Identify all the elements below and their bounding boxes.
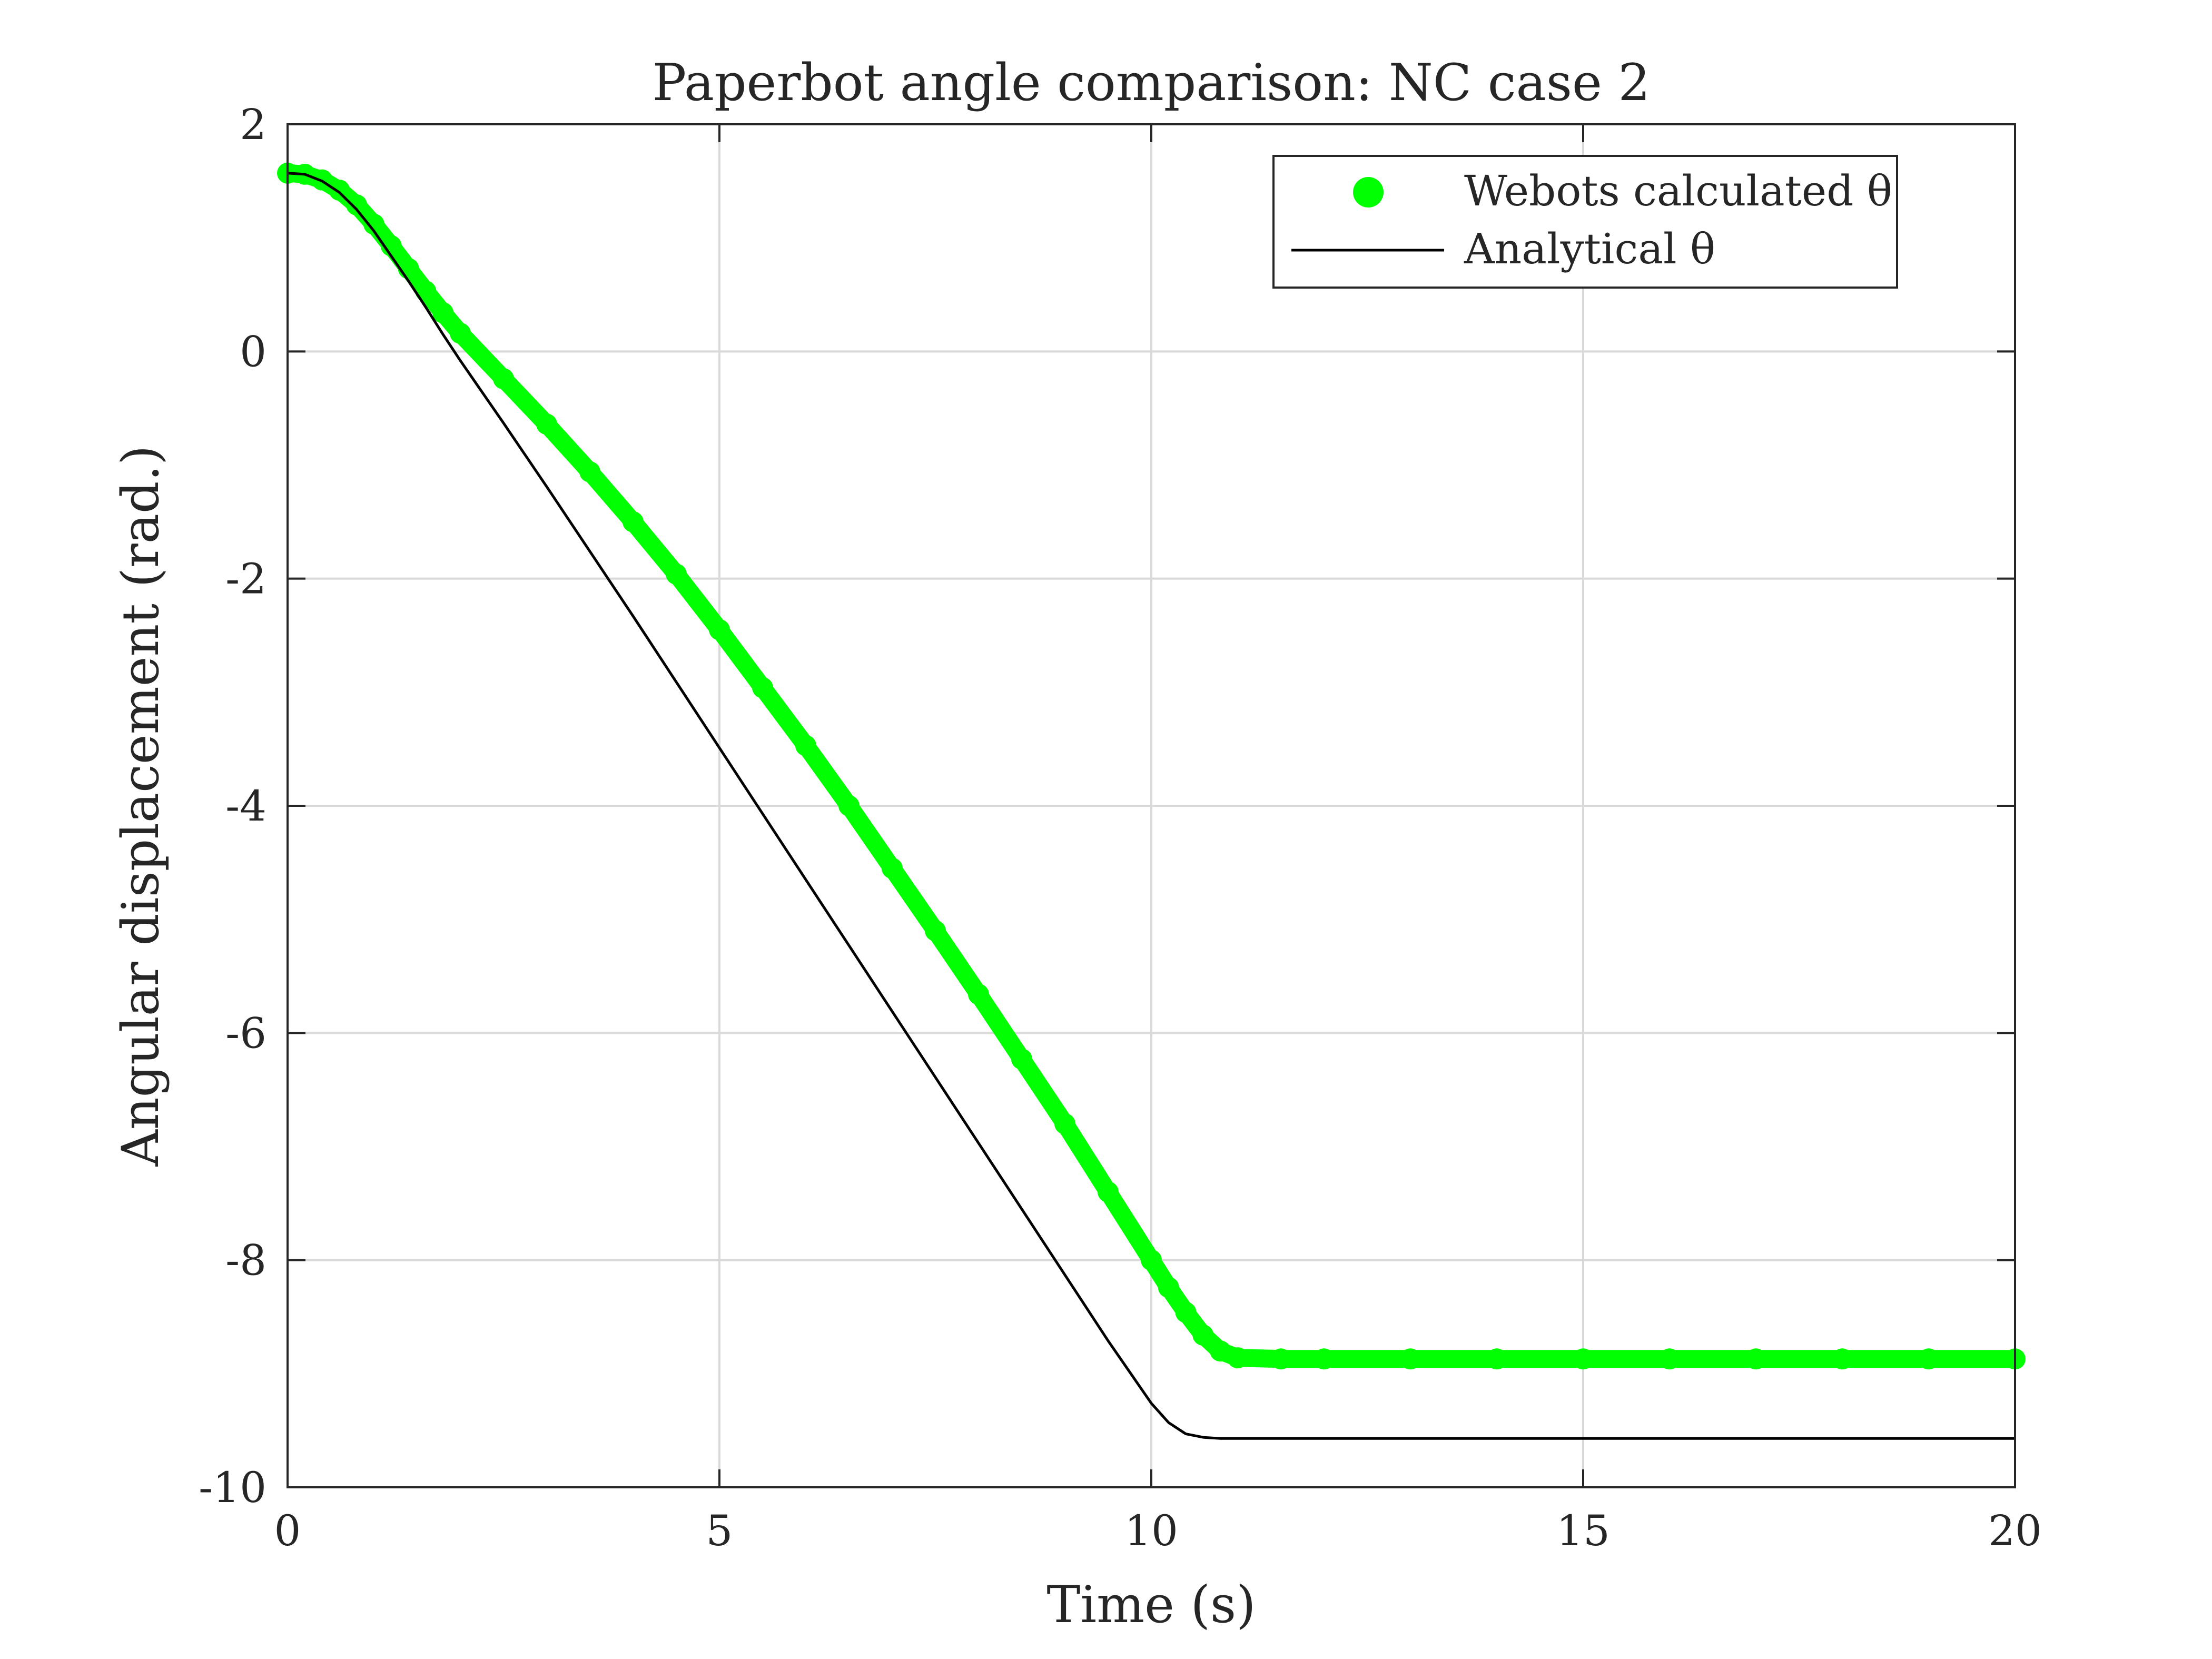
series-webots-point [1054, 1113, 1075, 1134]
y-tick-label: -4 [225, 782, 266, 831]
series-webots-point [432, 302, 454, 324]
x-axis-label: Time (s) [1046, 1575, 1256, 1634]
series-webots-point [493, 368, 514, 390]
x-tick-label: 15 [1556, 1506, 1610, 1555]
series-webots-point [838, 795, 860, 816]
y-tick-label: -2 [225, 555, 266, 604]
series-webots-point [1918, 1348, 1939, 1370]
chart-title: Paperbot angle comparison: NC case 2 [653, 53, 1651, 112]
labels-layer: Paperbot angle comparison: NC case 2 Tim… [111, 53, 1650, 1634]
legend: Webots calculated θ Analytical θ [1272, 155, 1898, 289]
series-webots-point [1400, 1348, 1421, 1370]
series-webots-point [1659, 1348, 1680, 1370]
grid-layer [288, 124, 2015, 1487]
x-tick-label: 5 [706, 1506, 733, 1555]
series-webots-point [1158, 1277, 1179, 1298]
series-webots-point [925, 920, 946, 942]
series-webots-point [623, 511, 644, 532]
x-tick-label: 10 [1124, 1506, 1178, 1555]
y-tick-label: 2 [240, 100, 266, 149]
series-analytical-line [287, 172, 2015, 1440]
series-webots-point [666, 564, 687, 585]
series-webots-point [1745, 1348, 1766, 1370]
series-layer [277, 162, 2026, 1440]
series-webots-point [1141, 1249, 1162, 1271]
series-webots-point [1832, 1348, 1853, 1370]
ticks-layer: 0 5 10 15 20 -10 -8 -6 -4 -2 0 2 [199, 100, 2042, 1555]
series-webots-point [363, 213, 384, 235]
series-webots-point [1210, 1340, 1231, 1362]
series-webots-point [1227, 1347, 1248, 1369]
series-webots-point [1314, 1348, 1335, 1370]
y-axis-label: Angular displacement (rad.) [111, 446, 170, 1167]
series-webots-point [1175, 1301, 1197, 1323]
legend-box [1272, 155, 1898, 289]
series-webots-point [795, 735, 816, 756]
series-webots-point [1098, 1181, 1119, 1203]
series-webots-point [1270, 1348, 1291, 1370]
series-webots-point [709, 619, 730, 640]
series-webots-point [968, 984, 989, 1005]
series-webots-point [1573, 1348, 1594, 1370]
series-webots-point [380, 235, 402, 256]
series-webots-point [579, 461, 600, 482]
y-tick-label: -6 [225, 1009, 266, 1058]
series-webots-point [1011, 1048, 1032, 1070]
series-webots-point [1486, 1348, 1507, 1370]
y-tick-label: 0 [240, 327, 266, 376]
x-tick-label: 0 [274, 1506, 301, 1555]
series-webots-point [882, 857, 903, 879]
legend-analytical-label: Analytical θ [1464, 224, 1715, 273]
y-tick-label: -10 [199, 1463, 266, 1512]
x-tick-label: 20 [1988, 1506, 2042, 1555]
series-webots-point [752, 677, 773, 698]
series-webots-point [329, 180, 350, 201]
series-webots-point [346, 194, 368, 216]
series-webots-point [415, 281, 437, 302]
series-webots-point [536, 413, 557, 435]
series-webots-point [1192, 1325, 1214, 1346]
legend-webots-marker [1353, 177, 1384, 208]
legend-webots-label: Webots calculated θ [1464, 166, 1892, 215]
y-tick-label: -8 [225, 1236, 266, 1285]
series-webots-point [450, 322, 471, 344]
